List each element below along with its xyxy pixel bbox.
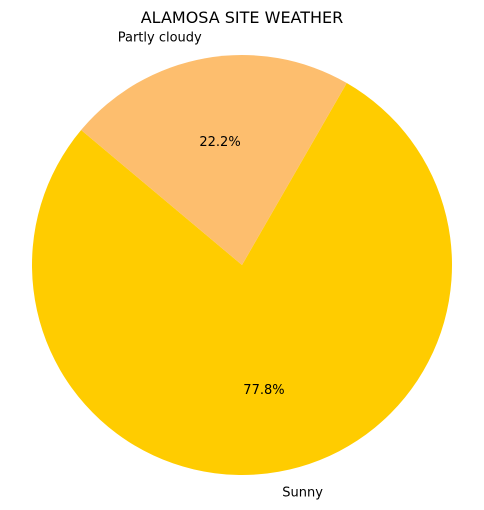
slice-percent-partly-cloudy: 22.2%	[199, 135, 240, 150]
pie-slices	[32, 54, 452, 476]
chart-title: ALAMOSA SITE WEATHER	[141, 8, 344, 27]
pie-labels: Sunny 77.8% Partly cloudy 22.2%	[118, 31, 324, 501]
pie-slice-sunny	[32, 82, 452, 476]
slice-label-partly-cloudy: Partly cloudy	[118, 31, 202, 46]
pie-slice-partly-cloudy	[81, 54, 347, 266]
slice-percent-sunny: 77.8%	[243, 383, 284, 398]
slice-label-sunny: Sunny	[282, 485, 323, 500]
